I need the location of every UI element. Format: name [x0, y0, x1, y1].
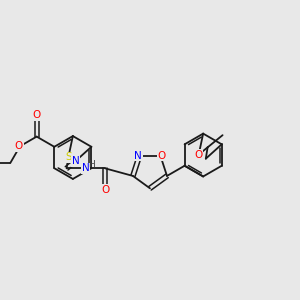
Text: O: O [195, 150, 203, 160]
Text: N: N [82, 164, 90, 173]
Text: O: O [15, 141, 23, 151]
Text: O: O [101, 185, 109, 195]
Text: N: N [134, 151, 142, 161]
Text: O: O [32, 110, 41, 120]
Text: H: H [88, 160, 94, 169]
Text: O: O [158, 151, 166, 161]
Text: N: N [72, 156, 80, 166]
Text: S: S [65, 152, 72, 162]
